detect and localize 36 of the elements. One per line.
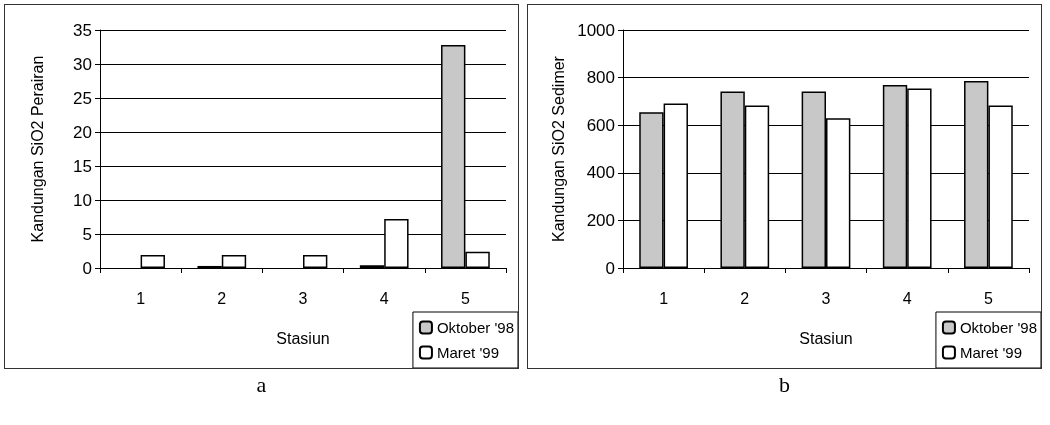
text: b: [778, 372, 791, 398]
y-tick-label: 200: [586, 210, 615, 230]
y-axis-title: Kandungan SiO2 Sedimer: [549, 55, 567, 242]
y-tick-label: 400: [586, 163, 615, 183]
y-tick-label: 35: [73, 20, 92, 40]
text: a: [255, 372, 268, 398]
legend-label: Maret '99: [959, 344, 1022, 361]
legend-label: Oktober '98: [959, 319, 1038, 336]
y-tick-label: 25: [73, 88, 92, 108]
y-tick-label: 0: [605, 258, 615, 278]
x-tick-label: 2: [217, 289, 227, 307]
y-tick-label: 0: [82, 258, 92, 278]
y-tick-label: 20: [73, 122, 92, 142]
y-tick-label: 600: [586, 115, 615, 135]
bar: [303, 255, 328, 268]
y-tick-label: 5: [82, 224, 92, 244]
y-tick-label: 15: [73, 156, 92, 176]
y-tick-label: 10: [73, 190, 92, 210]
x-tick-label: 4: [902, 289, 912, 307]
x-tick-label: 2: [740, 289, 750, 307]
y-axis-title: Kandungan SiO2 Perairan: [28, 55, 46, 243]
legend-label: Oktober '98: [436, 319, 515, 336]
x-axis-title: Stasiun: [276, 329, 330, 347]
x-axis-title: Stasiun: [799, 329, 853, 347]
x-tick-label: 5: [983, 289, 993, 307]
y-tick-label: 30: [73, 54, 92, 74]
legend-label: Maret '99: [436, 344, 499, 361]
x-tick-label: 1: [659, 289, 669, 307]
x-tick-label: 5: [460, 289, 470, 307]
y-tick-label: 1000: [577, 20, 615, 40]
x-tick-label: 1: [136, 289, 146, 307]
y-tick-label: 800: [586, 68, 615, 88]
x-tick-label: 3: [298, 289, 308, 307]
bar: [140, 255, 165, 268]
x-tick-label: 3: [821, 289, 831, 307]
x-tick-label: 4: [379, 289, 389, 307]
